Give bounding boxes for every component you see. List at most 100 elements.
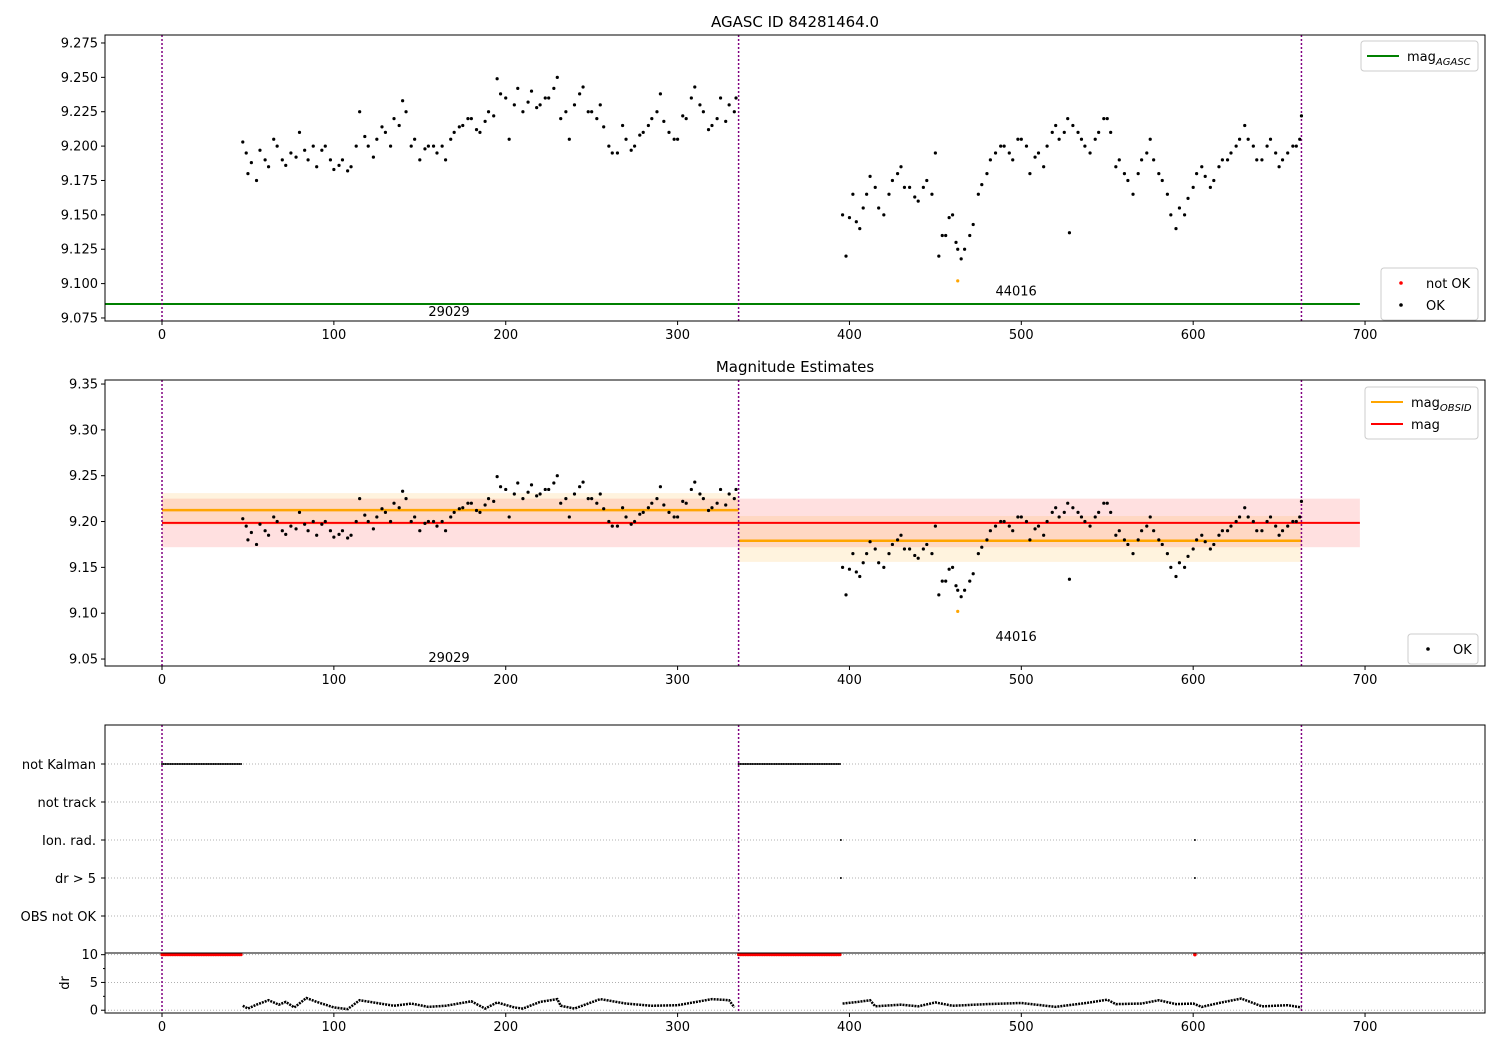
data-point-ok	[933, 524, 937, 528]
data-point-ok	[1054, 123, 1058, 128]
data-point-ok	[620, 123, 625, 128]
data-point-ok	[1083, 144, 1087, 148]
flag-point	[789, 763, 792, 765]
data-point-ok	[495, 77, 499, 81]
data-point-ok	[844, 254, 848, 258]
data-point-ok	[457, 507, 461, 511]
data-point-ok	[641, 510, 645, 514]
data-point-ok	[1203, 540, 1207, 544]
dr-curve	[842, 997, 1302, 1009]
flag-point	[756, 763, 759, 765]
data-point-ok	[346, 169, 350, 173]
data-point-ok	[840, 565, 845, 569]
data-point-ok	[672, 137, 676, 141]
data-point-ok	[461, 506, 465, 510]
data-point-ok	[988, 529, 992, 533]
data-point-ok	[1200, 533, 1204, 537]
flag-point	[771, 763, 774, 765]
data-point-ok	[328, 529, 333, 533]
data-point-ok	[633, 519, 637, 524]
data-point-ok	[418, 158, 422, 162]
flag-point	[826, 763, 829, 765]
data-point-ok	[1148, 515, 1152, 519]
data-point-ok	[1067, 231, 1072, 235]
data-point-ok	[854, 220, 858, 224]
flag-point	[839, 763, 842, 765]
data-point-ok	[294, 155, 298, 159]
flag-point	[205, 763, 208, 765]
data-point-ok	[1182, 565, 1187, 569]
data-point-ok	[887, 192, 891, 196]
data-point-ok	[559, 501, 563, 505]
data-point-ok	[895, 172, 900, 176]
data-point-ok	[868, 540, 872, 544]
data-point-ok	[701, 497, 705, 501]
data-point-ok	[323, 519, 327, 524]
flag-point	[238, 763, 241, 765]
flag-point	[741, 763, 744, 765]
data-point-ok	[715, 501, 719, 505]
data-point-ok	[586, 110, 590, 114]
data-point-ok	[552, 481, 556, 485]
x-tick-label: 100	[321, 328, 346, 343]
x-tick-label: 300	[665, 1020, 690, 1035]
data-point-ok	[988, 158, 992, 162]
data-point-ok	[1033, 527, 1037, 531]
flag-point	[766, 763, 769, 765]
data-point-ok	[993, 151, 998, 155]
data-point-ok	[284, 163, 288, 167]
flag-point	[802, 763, 805, 765]
flag-point	[161, 763, 164, 765]
data-point-ok	[1019, 137, 1023, 141]
x-tick-label: 600	[1181, 1020, 1206, 1035]
data-point-ok	[1255, 158, 1259, 162]
data-point-ok	[638, 133, 642, 137]
data-point-ok	[916, 556, 920, 560]
flag-point	[167, 763, 170, 765]
data-point-ok	[507, 137, 511, 141]
flag-point	[799, 763, 802, 765]
data-point-ok	[595, 117, 599, 121]
data-point-ok	[306, 529, 310, 533]
data-point-ok	[689, 96, 693, 100]
data-point-ok	[954, 584, 958, 588]
flag-point	[796, 763, 799, 765]
data-point-ok	[401, 99, 405, 103]
data-point-ok	[1097, 130, 1101, 134]
flag-point	[806, 763, 809, 765]
y-tick-label: 9.225	[61, 105, 98, 120]
data-point-ok	[418, 529, 422, 533]
data-point-ok	[1169, 565, 1173, 569]
y-tick-label: 9.30	[69, 423, 98, 438]
data-point-ok	[249, 530, 253, 535]
flag-point	[212, 763, 215, 765]
data-point-not-ok	[956, 279, 960, 283]
flag-point	[780, 763, 783, 765]
data-point-ok	[940, 233, 944, 238]
data-point-ok	[1152, 529, 1156, 533]
data-point-ok	[1246, 137, 1250, 141]
data-point-ok	[1140, 158, 1144, 162]
flag-point	[185, 763, 188, 765]
data-point-ok	[956, 247, 960, 251]
flag-point	[770, 763, 773, 765]
y-tick-label: 9.275	[61, 36, 98, 51]
flag-point	[169, 763, 172, 765]
data-point-ok	[449, 515, 453, 519]
data-point-ok	[244, 151, 248, 155]
data-point-ok	[861, 561, 865, 565]
data-point-ok	[655, 110, 659, 114]
data-point-ok	[272, 137, 276, 141]
data-point-ok	[543, 487, 547, 492]
flag-point	[801, 763, 804, 765]
data-point-ok	[258, 148, 262, 152]
data-point-ok	[452, 510, 456, 514]
data-point-ok	[1054, 506, 1058, 510]
data-point-ok	[1109, 130, 1113, 134]
data-point-ok	[244, 524, 248, 528]
data-point-ok	[672, 515, 676, 519]
data-point-ok	[954, 240, 958, 244]
data-point-ok	[375, 515, 379, 519]
data-point-ok	[865, 192, 869, 196]
data-point-ok	[478, 130, 482, 134]
